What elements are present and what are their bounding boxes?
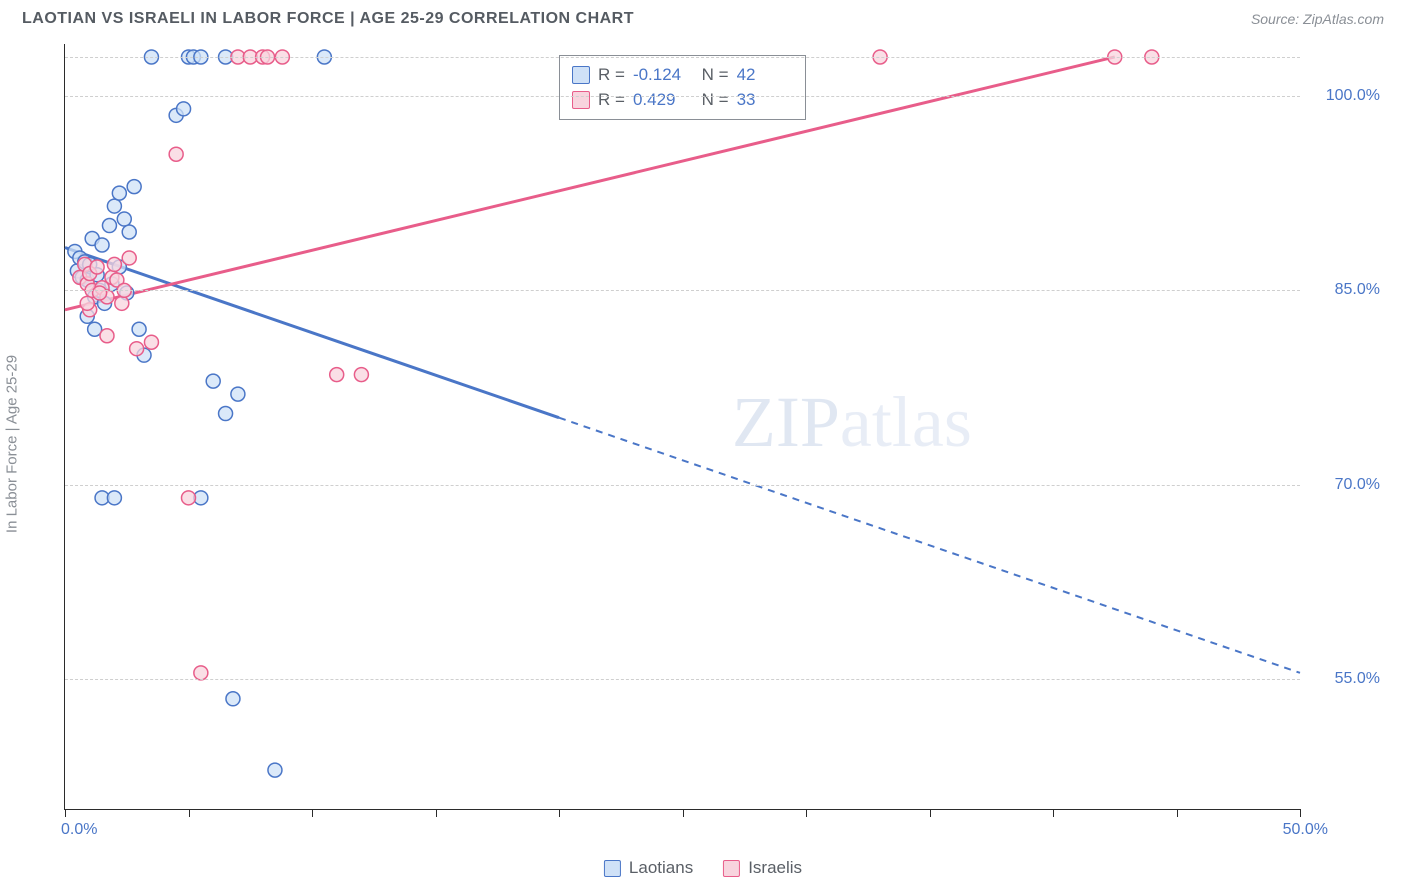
x-tick: [1053, 809, 1054, 817]
legend-item-israelis: Israelis: [723, 858, 802, 878]
x-tick: [312, 809, 313, 817]
data-point-laotians: [117, 212, 131, 226]
x-tick: [806, 809, 807, 817]
data-point-laotians: [206, 374, 220, 388]
data-point-laotians: [95, 238, 109, 252]
bottom-legend: Laotians Israelis: [604, 858, 802, 878]
stats-N-value: 33: [737, 87, 793, 113]
x-axis-right-label: 50.0%: [1283, 821, 1328, 839]
chart-container: In Labor Force | Age 25-29 ZIPatlas R =-…: [22, 44, 1384, 844]
data-point-israelis: [354, 368, 368, 382]
plot-svg: [65, 44, 1300, 809]
x-tick: [436, 809, 437, 817]
data-point-israelis: [330, 368, 344, 382]
plot-area: ZIPatlas R =-0.124 N =42R =0.429 N =33 0…: [64, 44, 1300, 810]
data-point-laotians: [219, 407, 233, 421]
square-icon: [604, 860, 621, 877]
stats-R-value: -0.124: [633, 62, 689, 88]
x-tick: [189, 809, 190, 817]
data-point-laotians: [177, 102, 191, 116]
data-point-israelis: [80, 296, 94, 310]
data-point-laotians: [132, 322, 146, 336]
data-point-laotians: [107, 491, 121, 505]
gridline: [65, 96, 1300, 97]
data-point-israelis: [182, 491, 196, 505]
data-point-israelis: [194, 666, 208, 680]
data-point-laotians: [231, 387, 245, 401]
stats-N-label: N =: [697, 62, 729, 88]
y-tick-label: 55.0%: [1310, 670, 1380, 688]
x-tick: [1177, 809, 1178, 817]
gridline: [65, 485, 1300, 486]
stats-N-value: 42: [737, 62, 793, 88]
gridline: [65, 57, 1300, 58]
y-axis-label: In Labor Force | Age 25-29: [4, 355, 21, 533]
x-tick: [1300, 809, 1301, 817]
x-tick: [683, 809, 684, 817]
square-icon: [572, 66, 590, 84]
square-icon: [572, 91, 590, 109]
trend-line-dashed-laotians: [559, 418, 1300, 673]
x-axis-left-label: 0.0%: [61, 821, 97, 839]
data-point-israelis: [100, 329, 114, 343]
data-point-israelis: [130, 342, 144, 356]
stats-R-label: R =: [598, 62, 625, 88]
gridline: [65, 679, 1300, 680]
y-tick-label: 85.0%: [1310, 281, 1380, 299]
data-point-laotians: [127, 180, 141, 194]
data-point-israelis: [107, 257, 121, 271]
data-point-laotians: [122, 225, 136, 239]
data-point-laotians: [268, 763, 282, 777]
y-tick-label: 100.0%: [1310, 87, 1380, 105]
square-icon: [723, 860, 740, 877]
data-point-laotians: [107, 199, 121, 213]
data-point-laotians: [226, 692, 240, 706]
y-tick-label: 70.0%: [1310, 476, 1380, 494]
data-point-laotians: [112, 186, 126, 200]
data-point-israelis: [90, 260, 104, 274]
stats-box: R = -0.124 N = 42 R = 0.429 N = 33: [559, 55, 806, 120]
gridline: [65, 290, 1300, 291]
stats-R-value: 0.429: [633, 87, 689, 113]
data-point-israelis: [115, 296, 129, 310]
chart-source: Source: ZipAtlas.com: [1251, 11, 1384, 27]
data-point-israelis: [144, 335, 158, 349]
stats-R-label: R =: [598, 87, 625, 113]
chart-title: LAOTIAN VS ISRAELI IN LABOR FORCE | AGE …: [22, 10, 634, 28]
legend-label: Israelis: [748, 858, 802, 878]
data-point-israelis: [122, 251, 136, 265]
x-tick: [930, 809, 931, 817]
data-point-israelis: [169, 147, 183, 161]
x-tick: [65, 809, 66, 817]
data-point-laotians: [102, 219, 116, 233]
stats-row-israelis: R = 0.429 N = 33: [572, 87, 793, 113]
legend-label: Laotians: [629, 858, 693, 878]
stats-row-laotians: R = -0.124 N = 42: [572, 62, 793, 88]
legend-item-laotians: Laotians: [604, 858, 693, 878]
x-tick: [559, 809, 560, 817]
data-point-israelis: [93, 286, 107, 300]
stats-N-label: N =: [697, 87, 729, 113]
